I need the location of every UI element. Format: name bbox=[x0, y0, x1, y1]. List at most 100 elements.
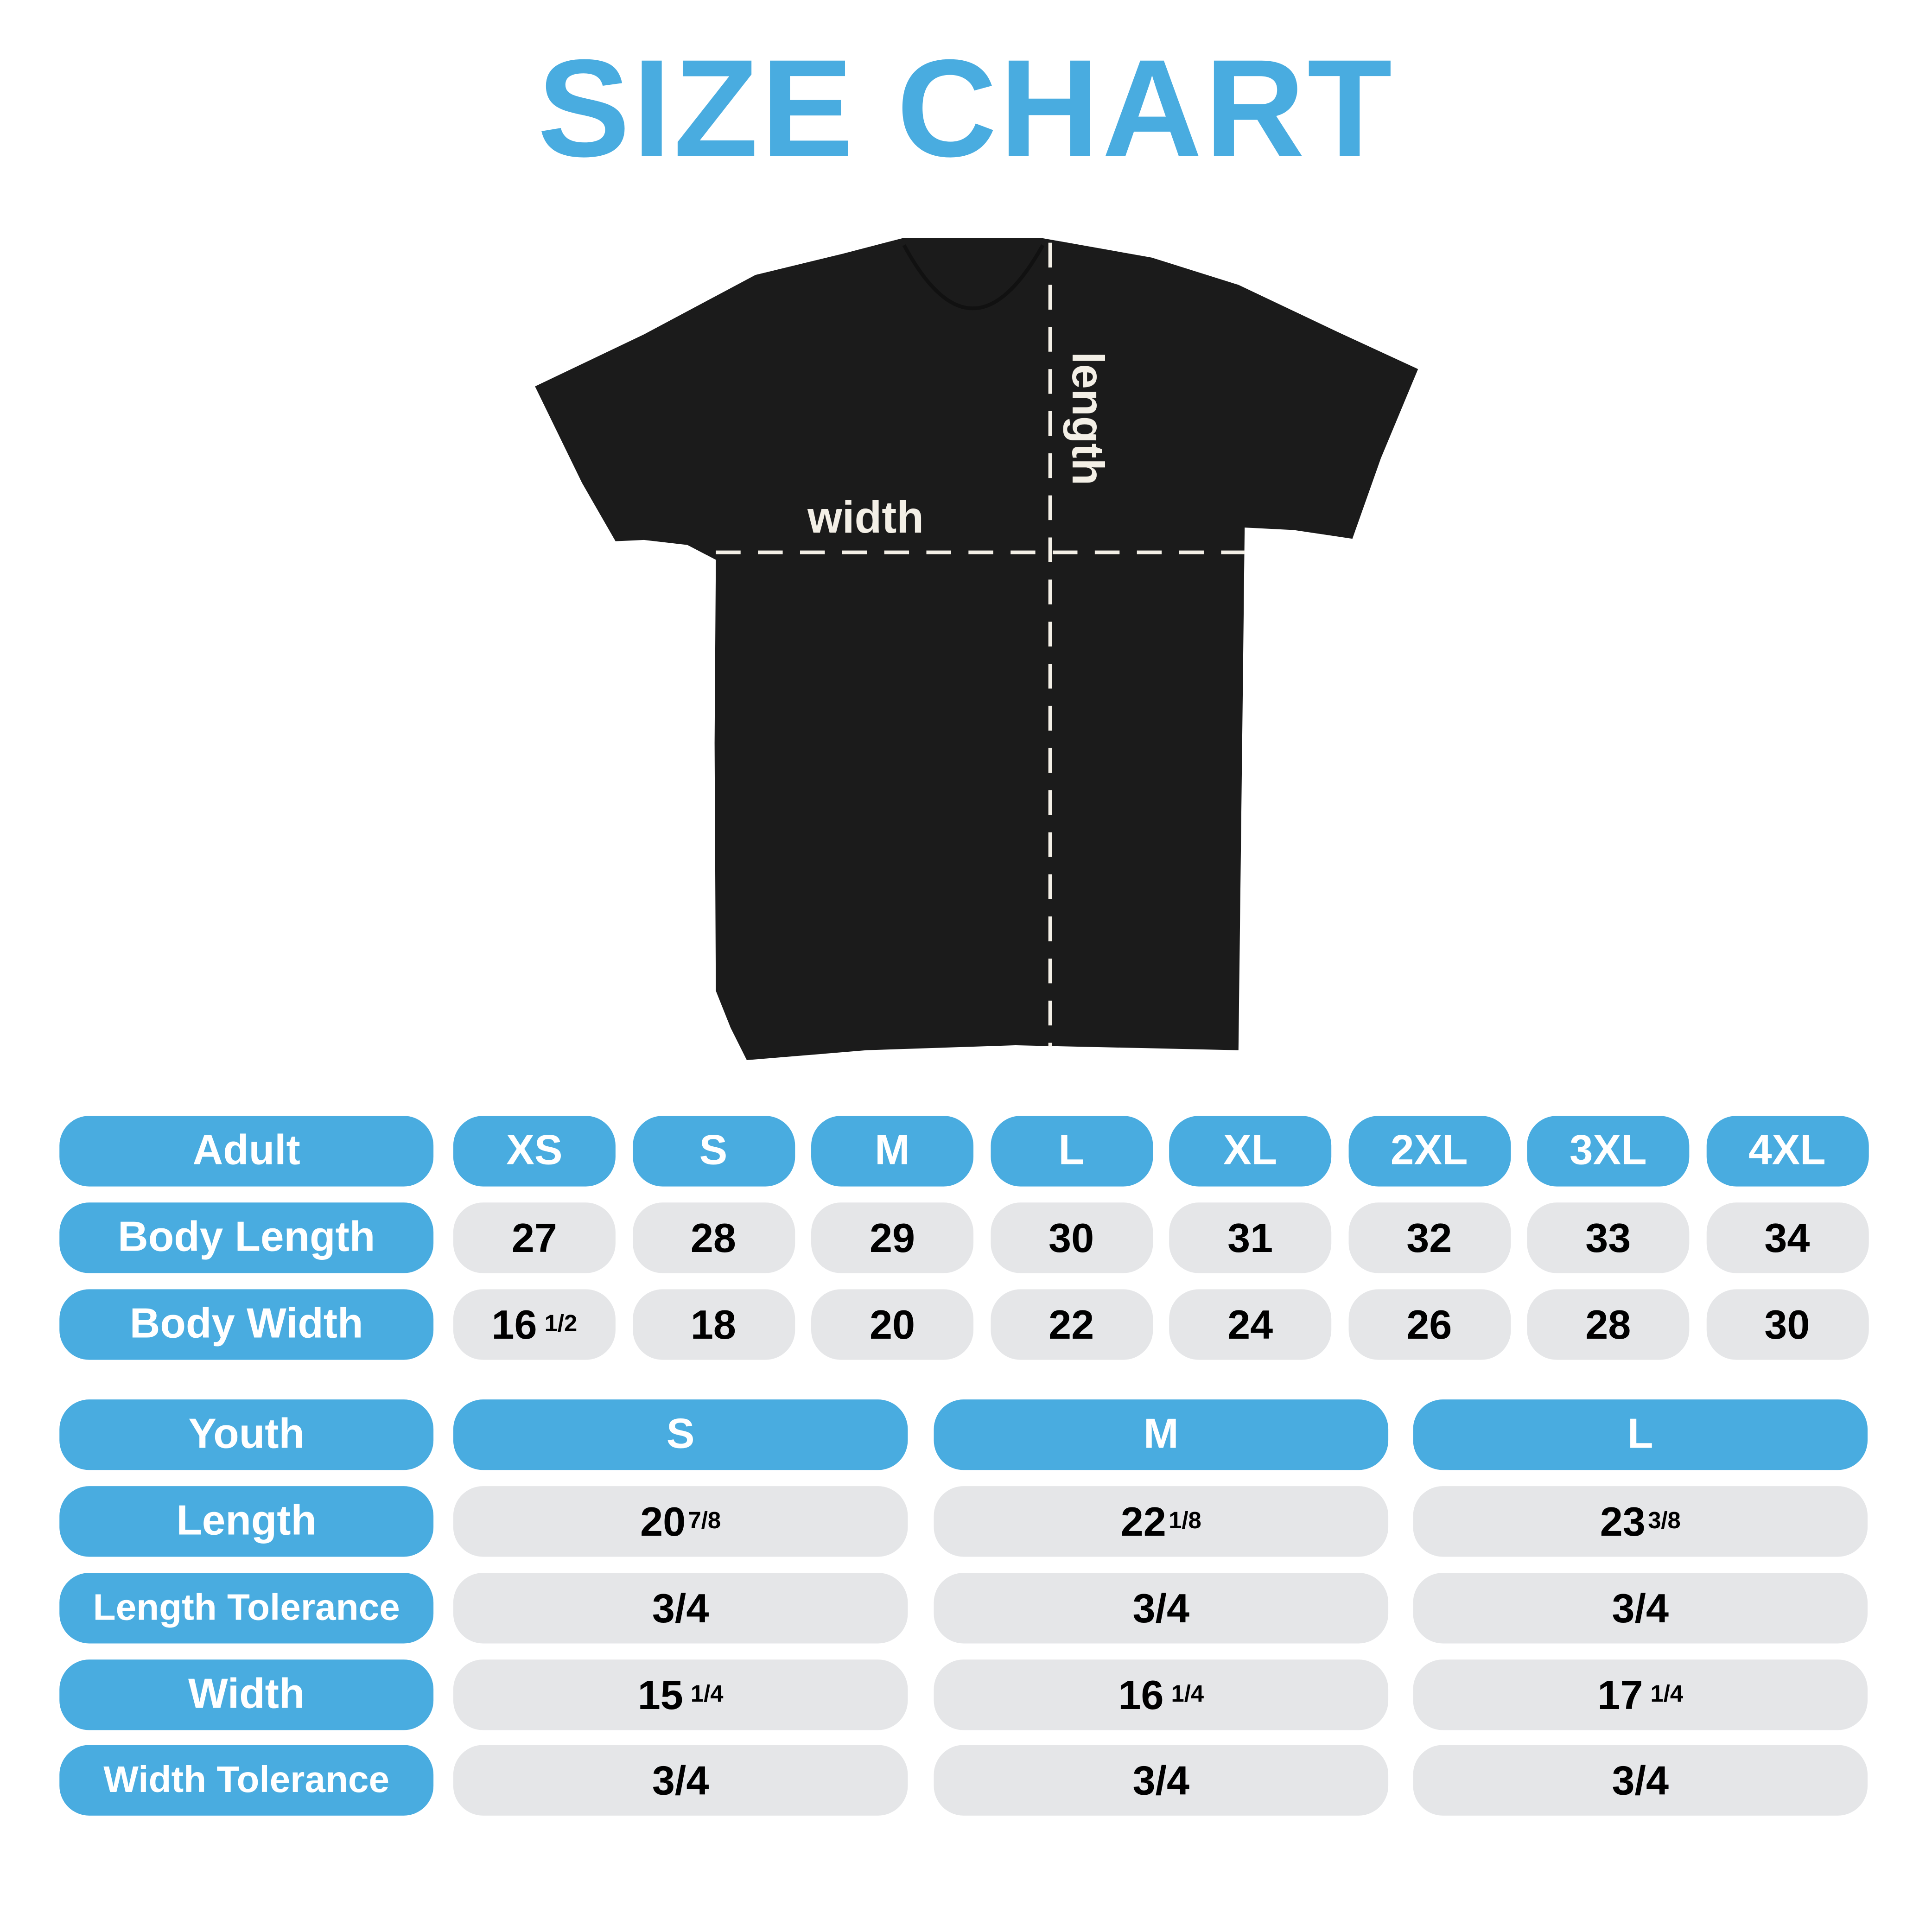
value-cell: 27 bbox=[453, 1202, 616, 1273]
value-cell: 23 3/8 bbox=[1413, 1486, 1868, 1557]
value-cell: 24 bbox=[1169, 1289, 1332, 1360]
value-whole: 15 bbox=[637, 1671, 683, 1717]
size-header-3xl: 3XL bbox=[1527, 1116, 1690, 1187]
youth-header-label: Youth bbox=[188, 1411, 305, 1458]
value-cell: 20 bbox=[811, 1289, 974, 1360]
value-cell: 16 1/2 bbox=[453, 1289, 616, 1360]
value-whole: 22 bbox=[1049, 1301, 1094, 1347]
value-whole: 27 bbox=[511, 1214, 557, 1260]
value-whole: 20 bbox=[869, 1301, 915, 1347]
value-fraction: 3/8 bbox=[1648, 1507, 1681, 1534]
value-whole: 31 bbox=[1227, 1214, 1273, 1260]
collar bbox=[902, 244, 1045, 311]
adult-header: Adult bbox=[59, 1116, 434, 1187]
value-fraction: 1/4 bbox=[1650, 1681, 1684, 1708]
youth-size-header-l: L bbox=[1413, 1399, 1868, 1470]
youth-size-header-m: M bbox=[934, 1399, 1389, 1470]
value-cell: 30 bbox=[1706, 1289, 1868, 1360]
row-label-text: Length Tolerance bbox=[93, 1587, 400, 1628]
size-label: S bbox=[666, 1411, 695, 1458]
width-label: width bbox=[807, 493, 924, 542]
value-whole: 16 bbox=[491, 1301, 537, 1347]
size-label: 3XL bbox=[1569, 1127, 1647, 1174]
value-cell: 32 bbox=[1348, 1202, 1511, 1273]
value-whole: 3/4 bbox=[652, 1584, 709, 1631]
row-label: Length bbox=[59, 1486, 434, 1557]
value-cell: 3/4 bbox=[934, 1573, 1389, 1644]
value-whole: 24 bbox=[1227, 1301, 1273, 1347]
value-cell: 3/4 bbox=[1413, 1745, 1868, 1816]
value-cell: 20 7/8 bbox=[453, 1486, 908, 1557]
tshirt-image bbox=[535, 237, 1418, 1061]
size-header-xs: XS bbox=[453, 1116, 616, 1187]
value-whole: 23 bbox=[1600, 1498, 1646, 1544]
row-label-text: Length bbox=[176, 1497, 317, 1544]
value-cell: 3/4 bbox=[1413, 1573, 1868, 1644]
tshirt-diagram: width length bbox=[535, 237, 1418, 1061]
row-label-text: Width Tolerance bbox=[103, 1759, 390, 1800]
value-whole: 29 bbox=[869, 1214, 915, 1260]
value-fraction: 1/8 bbox=[1169, 1507, 1201, 1534]
row-label-text: Body Width bbox=[129, 1300, 363, 1347]
row-label-text: Width bbox=[188, 1671, 305, 1718]
page-title: SIZE CHART bbox=[537, 31, 1395, 186]
row-label: Body Width bbox=[59, 1289, 434, 1360]
size-header-xl: XL bbox=[1169, 1116, 1332, 1187]
size-header-4xl: 4XL bbox=[1706, 1116, 1868, 1187]
value-fraction: 1/4 bbox=[1171, 1681, 1204, 1708]
value-whole: 30 bbox=[1049, 1214, 1094, 1260]
size-label: M bbox=[1143, 1411, 1179, 1458]
adult-header-label: Adult bbox=[192, 1127, 300, 1174]
size-label: XL bbox=[1223, 1127, 1277, 1174]
value-cell: 34 bbox=[1706, 1202, 1868, 1273]
value-cell: 18 bbox=[632, 1289, 794, 1360]
value-cell: 22 1/8 bbox=[934, 1486, 1389, 1557]
value-whole: 32 bbox=[1406, 1214, 1452, 1260]
value-cell: 17 1/4 bbox=[1413, 1659, 1868, 1730]
value-cell: 28 bbox=[632, 1202, 794, 1273]
value-fraction: 7/8 bbox=[688, 1507, 721, 1534]
value-whole: 20 bbox=[640, 1498, 686, 1544]
value-whole: 3/4 bbox=[1132, 1584, 1190, 1631]
value-whole: 17 bbox=[1597, 1671, 1643, 1717]
value-cell: 30 bbox=[990, 1202, 1153, 1273]
value-whole: 3/4 bbox=[1612, 1756, 1669, 1803]
value-cell: 28 bbox=[1527, 1289, 1690, 1360]
value-cell: 29 bbox=[811, 1202, 974, 1273]
value-cell: 3/4 bbox=[453, 1745, 908, 1816]
value-cell: 26 bbox=[1348, 1289, 1511, 1360]
value-cell: 3/4 bbox=[453, 1573, 908, 1644]
value-whole: 3/4 bbox=[652, 1756, 709, 1803]
size-label: S bbox=[699, 1127, 728, 1174]
value-whole: 18 bbox=[690, 1301, 737, 1347]
value-fraction: 1/2 bbox=[544, 1311, 578, 1337]
size-header-2xl: 2XL bbox=[1348, 1116, 1511, 1187]
length-label: length bbox=[1063, 352, 1112, 485]
value-whole: 34 bbox=[1764, 1214, 1810, 1260]
row-label: Width Tolerance bbox=[59, 1745, 434, 1816]
value-cell: 3/4 bbox=[934, 1745, 1389, 1816]
value-cell: 16 1/4 bbox=[934, 1659, 1389, 1730]
value-cell: 33 bbox=[1527, 1202, 1690, 1273]
row-label-text: Body Length bbox=[118, 1214, 375, 1261]
size-label: M bbox=[875, 1127, 910, 1174]
youth-size-header-s: S bbox=[453, 1399, 908, 1470]
size-label: L bbox=[1627, 1411, 1653, 1458]
size-label: 2XL bbox=[1390, 1127, 1468, 1174]
value-cell: 31 bbox=[1169, 1202, 1332, 1273]
value-whole: 3/4 bbox=[1132, 1756, 1190, 1803]
youth-header: Youth bbox=[59, 1399, 434, 1470]
row-label: Body Length bbox=[59, 1202, 434, 1273]
value-fraction: 1/4 bbox=[690, 1681, 724, 1708]
value-whole: 16 bbox=[1118, 1671, 1164, 1717]
value-whole: 22 bbox=[1120, 1498, 1166, 1544]
row-label: Width bbox=[59, 1659, 434, 1730]
size-label: 4XL bbox=[1748, 1127, 1826, 1174]
row-label: Length Tolerance bbox=[59, 1573, 434, 1644]
value-whole: 33 bbox=[1585, 1214, 1631, 1260]
value-cell: 15 1/4 bbox=[453, 1659, 908, 1730]
value-whole: 26 bbox=[1406, 1301, 1452, 1347]
value-cell: 22 bbox=[990, 1289, 1153, 1360]
size-header-m: M bbox=[811, 1116, 974, 1187]
